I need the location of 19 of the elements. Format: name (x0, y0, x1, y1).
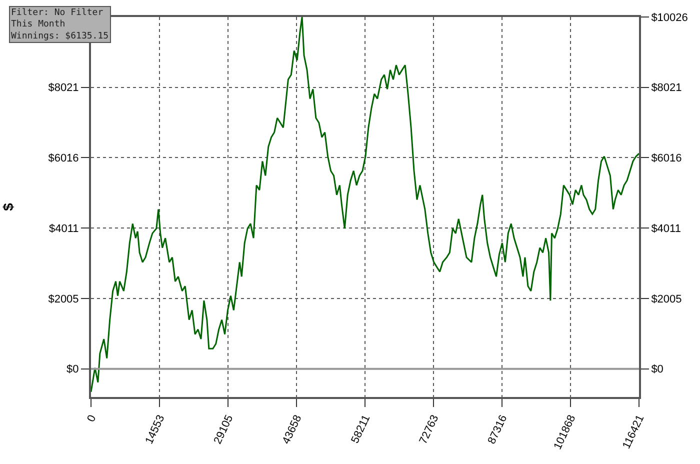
y-tick-label: $4011 (49, 222, 79, 235)
x-tick-label: 43658 (280, 413, 304, 446)
y2-tick-label: $6016 (651, 152, 682, 165)
y2-tick-label: $2005 (651, 293, 682, 306)
y-tick-label: $8021 (48, 82, 79, 94)
x-tick-label: 0 (85, 413, 99, 424)
annotation: Filter: No Filter This Month Winnings: $6135.15 (11, 8, 109, 42)
y-tick-label: $0 (66, 364, 79, 376)
y2-tick-label: $0 (651, 364, 664, 376)
y-tick-label: $6016 (48, 152, 79, 165)
y2-tick-label: $10026 (651, 12, 688, 24)
x-tick-label: 14553 (143, 413, 168, 446)
x-tick-label: 87316 (486, 413, 510, 446)
y-tick-label: $2005 (48, 293, 79, 306)
x-tick-label: 29105 (212, 413, 236, 446)
x-tick-label: 72763 (417, 413, 442, 446)
y-axis-title: $ (0, 202, 16, 211)
y2-tick-label: $8021 (651, 82, 682, 94)
y2-tick-label: $4011 (651, 222, 681, 235)
